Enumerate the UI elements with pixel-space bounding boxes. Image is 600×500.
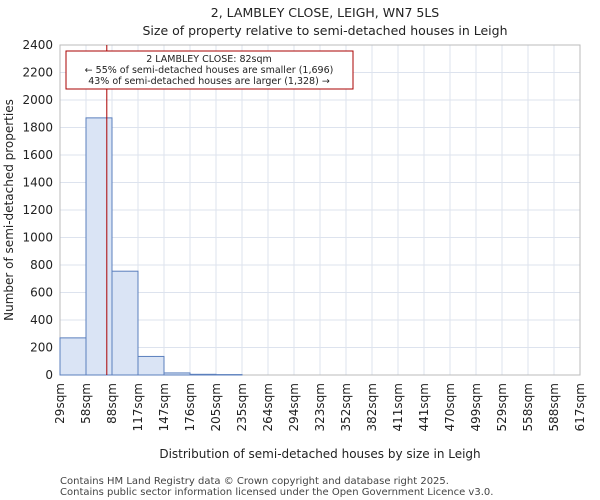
annotation-frame (65, 50, 354, 90)
y-tick-label-10: 2000 (22, 93, 53, 107)
x-tick-label-7: 235sqm (235, 383, 249, 431)
footer-line-1: Contains HM Land Registry data © Crown c… (60, 476, 449, 487)
bar-4 (163, 372, 191, 376)
x-tick-label-17: 529sqm (495, 383, 509, 431)
x-tick-label-3: 117sqm (131, 383, 145, 431)
x-tick-label-8: 264sqm (261, 383, 275, 431)
annotation-box: 2 LAMBLEY CLOSE: 82sqm ← 55% of semi-det… (65, 50, 354, 90)
y-tick-label-11: 2200 (22, 66, 53, 80)
y-tick-label-4: 800 (30, 258, 53, 272)
y-tick-label-1: 200 (30, 341, 53, 355)
x-tick-label-13: 411sqm (391, 383, 405, 431)
x-tick-label-4: 147sqm (157, 383, 171, 431)
x-tick-label-11: 352sqm (339, 383, 353, 431)
bar-3 (137, 355, 165, 376)
x-tick-label-2: 88sqm (105, 383, 119, 424)
y-tick-label-5: 1000 (22, 231, 53, 245)
x-tick-label-5: 176sqm (183, 383, 197, 431)
annotation-line-3: 43% of semi-detached houses are larger (… (88, 76, 330, 87)
x-tick-label-15: 470sqm (443, 383, 457, 431)
x-tick-label-9: 294sqm (287, 383, 301, 431)
x-tick-label-18: 558sqm (521, 383, 535, 431)
annotation-line-2: ← 55% of semi-detached houses are smalle… (85, 65, 334, 76)
bar-0 (59, 337, 87, 376)
y-axis-label: Number of semi-detached properties (2, 99, 16, 321)
annotation-line-1: 2 LAMBLEY CLOSE: 82sqm (146, 54, 272, 65)
x-tick-label-19: 588sqm (547, 383, 561, 431)
chart-subtitle: Size of property relative to semi-detach… (142, 23, 507, 38)
x-tick-label-20: 617sqm (573, 383, 587, 431)
y-tick-label-2: 400 (30, 313, 53, 327)
x-tick-label-16: 499sqm (469, 383, 483, 431)
plot-frame (59, 44, 581, 376)
y-tick-label-3: 600 (30, 286, 53, 300)
y-tick-label-8: 1600 (22, 148, 53, 162)
bar-2 (111, 270, 139, 376)
x-tick-labels: 29sqm 58sqm 88sqm 117sqm 147sqm 176sqm 205sqm 2… (53, 383, 587, 431)
bars (59, 117, 243, 376)
x-tick-label-0: 29sqm (53, 383, 67, 424)
chart-title: 2, LAMBLEY CLOSE, LEIGH, WN7 5LS (211, 5, 440, 20)
y-tick-label-9: 1800 (22, 121, 53, 135)
bar-1 (85, 117, 113, 376)
y-tick-label-7: 1400 (22, 176, 53, 190)
x-tick-label-1: 58sqm (79, 383, 93, 424)
footer-line-2: Contains public sector information licen… (60, 487, 493, 498)
y-tick-labels: 0 200 400 600 800 1000 1200 1400 1600 1800 2000 220… (22, 38, 53, 382)
x-axis-label: Distribution of semi-detached houses by … (159, 447, 480, 461)
x-tick-label-10: 323sqm (313, 383, 327, 431)
bar-5 (189, 373, 217, 376)
x-tick-label-12: 382sqm (365, 383, 379, 431)
y-tick-label-0: 0 (45, 368, 53, 382)
x-tick-label-14: 441sqm (417, 383, 431, 431)
x-tick-label-6: 205sqm (209, 383, 223, 431)
y-tick-label-12: 2400 (22, 38, 53, 52)
y-tick-label-6: 1200 (22, 203, 53, 217)
